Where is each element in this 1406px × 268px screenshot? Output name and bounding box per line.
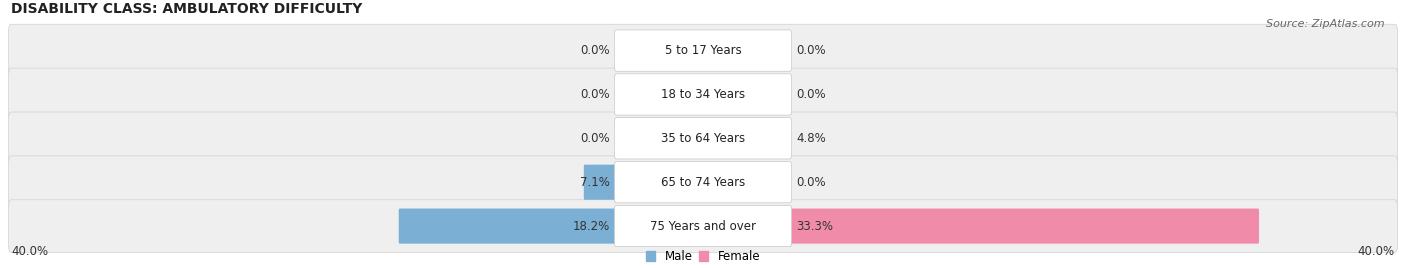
FancyBboxPatch shape bbox=[689, 34, 703, 67]
Text: 7.1%: 7.1% bbox=[579, 176, 610, 189]
FancyBboxPatch shape bbox=[614, 206, 792, 247]
Text: 75 Years and over: 75 Years and over bbox=[650, 219, 756, 233]
Text: Source: ZipAtlas.com: Source: ZipAtlas.com bbox=[1267, 19, 1385, 29]
FancyBboxPatch shape bbox=[689, 78, 703, 111]
FancyBboxPatch shape bbox=[8, 200, 1398, 252]
FancyBboxPatch shape bbox=[703, 34, 717, 67]
FancyBboxPatch shape bbox=[614, 74, 792, 115]
Legend: Male, Female: Male, Female bbox=[641, 245, 765, 267]
Text: 18 to 34 Years: 18 to 34 Years bbox=[661, 88, 745, 101]
Text: 35 to 64 Years: 35 to 64 Years bbox=[661, 132, 745, 145]
Text: 0.0%: 0.0% bbox=[581, 88, 610, 101]
Text: 40.0%: 40.0% bbox=[11, 245, 48, 258]
FancyBboxPatch shape bbox=[703, 166, 717, 199]
Text: 0.0%: 0.0% bbox=[796, 176, 825, 189]
Text: 0.0%: 0.0% bbox=[796, 88, 825, 101]
Text: 0.0%: 0.0% bbox=[581, 132, 610, 145]
FancyBboxPatch shape bbox=[614, 118, 792, 159]
Text: DISABILITY CLASS: AMBULATORY DIFFICULTY: DISABILITY CLASS: AMBULATORY DIFFICULTY bbox=[11, 2, 363, 16]
Text: 65 to 74 Years: 65 to 74 Years bbox=[661, 176, 745, 189]
FancyBboxPatch shape bbox=[703, 78, 717, 111]
FancyBboxPatch shape bbox=[583, 165, 704, 200]
FancyBboxPatch shape bbox=[614, 30, 792, 71]
FancyBboxPatch shape bbox=[689, 122, 703, 155]
FancyBboxPatch shape bbox=[8, 112, 1398, 165]
Text: 0.0%: 0.0% bbox=[796, 44, 825, 57]
FancyBboxPatch shape bbox=[399, 209, 704, 244]
FancyBboxPatch shape bbox=[702, 209, 1258, 244]
Text: 33.3%: 33.3% bbox=[796, 219, 834, 233]
FancyBboxPatch shape bbox=[8, 68, 1398, 121]
Text: 5 to 17 Years: 5 to 17 Years bbox=[665, 44, 741, 57]
FancyBboxPatch shape bbox=[702, 121, 785, 156]
Text: 40.0%: 40.0% bbox=[1358, 245, 1395, 258]
Text: 4.8%: 4.8% bbox=[796, 132, 827, 145]
FancyBboxPatch shape bbox=[8, 24, 1398, 77]
Text: 0.0%: 0.0% bbox=[581, 44, 610, 57]
FancyBboxPatch shape bbox=[614, 162, 792, 203]
FancyBboxPatch shape bbox=[8, 156, 1398, 209]
Text: 18.2%: 18.2% bbox=[572, 219, 610, 233]
